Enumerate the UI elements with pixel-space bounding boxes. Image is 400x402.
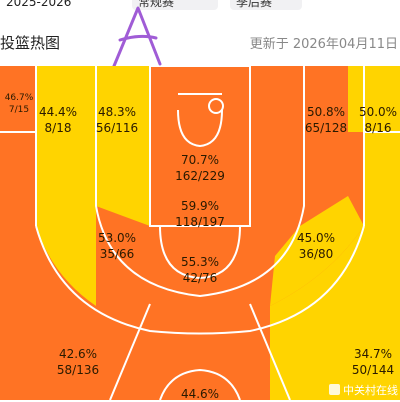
zone-pct: 59.9% xyxy=(180,199,220,213)
zone-pct: 45.0% xyxy=(296,231,336,245)
zone-label-right-corner-3: 50.0% 8/16 xyxy=(356,104,400,136)
zone-label-left-wing-3b: 42.6% 58/136 xyxy=(50,346,106,378)
zone-right-wing-3 xyxy=(270,132,400,400)
zone-left-wing-3 xyxy=(36,66,96,306)
zone-made: 58/136 xyxy=(56,363,100,377)
court-svg xyxy=(0,66,400,400)
season-tab-bar: 2025-2026 常规赛 季后赛 xyxy=(0,0,400,14)
zone-label-left-wing-3: 44.4% 8/18 xyxy=(36,104,80,136)
zone-pct: 34.7% xyxy=(353,347,393,361)
watermark-text: 中关村在线 xyxy=(343,384,398,397)
zone-left-corner-3 xyxy=(0,66,36,132)
zone-pct: 70.7% xyxy=(180,153,220,167)
zone-pct: 42.6% xyxy=(58,347,98,361)
watermark-logo-icon xyxy=(329,384,340,395)
tab-season[interactable]: 2025-2026 xyxy=(6,0,72,9)
zone-label-left-baseline-mid: 48.3% 56/116 xyxy=(93,104,141,136)
updated-timestamp: 更新于 2026年04月11日 xyxy=(249,37,398,52)
zone-label-right-wing-3b: 34.7% 50/144 xyxy=(346,346,400,378)
zone-label-paint: 59.9% 118/197 xyxy=(170,198,230,230)
zone-pct: 46.7% xyxy=(4,93,34,103)
zone-made: 118/197 xyxy=(175,215,225,229)
zone-label-restricted-area: 70.7% 162/229 xyxy=(170,152,230,184)
zone-made: 35/66 xyxy=(99,247,135,261)
zone-pct: 44.4% xyxy=(38,105,78,119)
zone-made: 56/116 xyxy=(95,121,139,135)
zone-label-top-key-mid: 55.3% 42/76 xyxy=(174,254,226,286)
zone-right-corner-3 xyxy=(348,66,400,132)
zone-label-left-elbow-mid: 53.0% 35/66 xyxy=(92,230,142,262)
zone-right-elbow-mid xyxy=(270,196,364,306)
zone-pct: 53.0% xyxy=(97,231,137,245)
zone-label-top-3: 44.6% xyxy=(176,386,224,402)
zone-made: 8/16 xyxy=(364,121,392,135)
zone-made: 42/76 xyxy=(182,271,218,285)
zone-made: 7/15 xyxy=(8,105,30,115)
court-lines xyxy=(0,66,400,400)
handwritten-a-annotation xyxy=(112,6,162,68)
zone-label-right-baseline-mid: 50.8% 65/128 xyxy=(302,104,350,136)
zone-made: 36/80 xyxy=(298,247,334,261)
zone-made: 50/144 xyxy=(351,363,395,377)
heatmap-header: 投篮热图 更新于 2026年04月11日 xyxy=(0,27,400,57)
zone-left-baseline-mid xyxy=(96,66,150,226)
zone-pct: 50.0% xyxy=(358,105,398,119)
zone-label-left-corner-3: 46.7% 7/15 xyxy=(2,92,36,116)
zone-made: 162/229 xyxy=(175,169,225,183)
zone-pct: 55.3% xyxy=(180,255,220,269)
zone-made: 65/128 xyxy=(304,121,348,135)
zone-label-right-elbow-mid: 45.0% 36/80 xyxy=(292,230,340,262)
zone-pct: 44.6% xyxy=(180,387,220,401)
zone-made: 8/18 xyxy=(44,121,72,135)
zone-pct: 50.8% xyxy=(306,105,346,119)
tab-playoffs[interactable]: 季后赛 xyxy=(230,0,302,10)
tab-regular-season[interactable]: 常规赛 xyxy=(132,0,218,10)
watermark: 中关村在线 xyxy=(329,382,398,398)
page-title: 投篮热图 xyxy=(0,34,61,52)
shot-heatmap-court: 46.7% 7/15 44.4% 8/18 48.3% 56/116 50.8%… xyxy=(0,66,400,402)
zone-pct: 48.3% xyxy=(97,105,137,119)
